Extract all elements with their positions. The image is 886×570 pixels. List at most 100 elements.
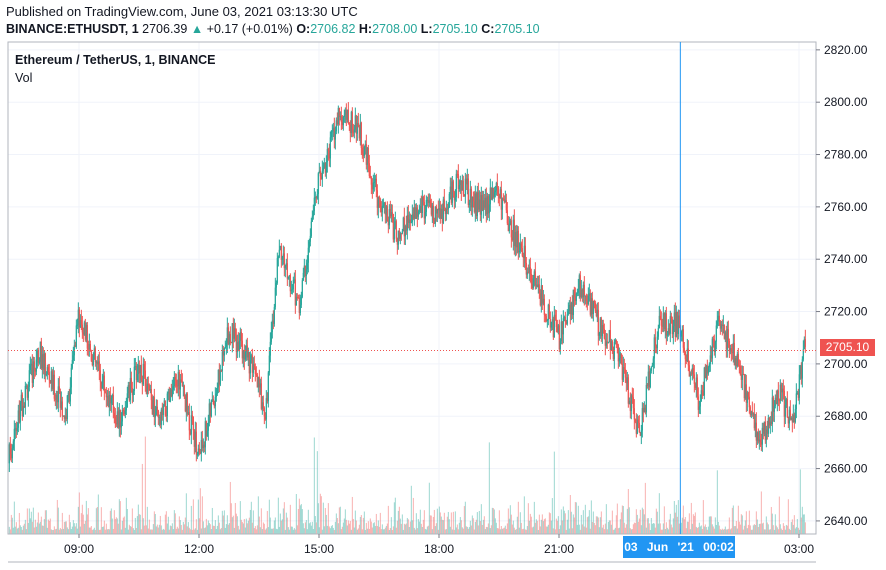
volume-bar: [352, 518, 354, 534]
volume-bar: [438, 506, 440, 534]
candle-body: [345, 109, 347, 120]
candle-body: [535, 284, 537, 286]
volume-bar: [92, 529, 94, 534]
candle-body: [745, 384, 747, 403]
volume-bar: [355, 520, 357, 534]
candle-body: [92, 355, 94, 366]
volume-bar: [513, 527, 515, 534]
candle-body: [58, 386, 60, 392]
series-legend-title[interactable]: Ethereum / TetherUS, 1, BINANCE: [15, 53, 216, 67]
candle-body: [194, 431, 196, 447]
volume-bar: [133, 529, 135, 534]
volume-bar: [766, 522, 768, 534]
volume-bar: [80, 513, 82, 534]
candle-body: [288, 275, 290, 277]
volume-bar: [405, 523, 407, 534]
volume-bar: [121, 520, 123, 534]
volume-bar: [71, 526, 73, 534]
candle-body: [687, 348, 689, 366]
candle-body: [140, 365, 142, 381]
volume-bar: [195, 519, 197, 534]
candle-body: [711, 338, 713, 359]
candle-body: [213, 404, 215, 407]
candle-body: [174, 377, 176, 380]
volume-bar: [300, 504, 302, 534]
candle-body: [307, 247, 309, 263]
volume-bar: [516, 516, 518, 534]
candle-body: [352, 132, 354, 134]
volume-legend[interactable]: Vol: [15, 71, 33, 85]
volume-bar: [793, 515, 795, 534]
volume-bar: [790, 522, 792, 534]
volume-bar: [406, 517, 408, 534]
candle-body: [530, 273, 532, 284]
high-label: H:: [358, 22, 373, 36]
volume-bar: [642, 509, 644, 534]
volume-bar: [37, 512, 39, 534]
last-price-tag: 2705.10: [820, 339, 875, 356]
volume-bar: [61, 512, 63, 534]
x-tick-label: 21:00: [544, 542, 574, 556]
y-tick-label: 2720.00: [824, 305, 868, 319]
candle-body: [305, 269, 307, 277]
volume-bar: [24, 519, 26, 534]
volume-bar: [547, 524, 549, 534]
volume-bar: [546, 526, 548, 534]
candle-body: [208, 403, 210, 423]
candle-body: [205, 421, 207, 437]
candle-body: [663, 313, 665, 330]
candle-body: [461, 180, 463, 191]
candle-body: [440, 209, 442, 219]
volume-bar: [690, 502, 692, 534]
volume-bar: [34, 519, 36, 534]
volume-bar: [76, 528, 78, 534]
volume-bar: [386, 523, 388, 534]
volume-bar: [43, 519, 45, 534]
candle-body: [46, 367, 48, 374]
symbol-label[interactable]: BINANCE:ETHUSDT, 1: [6, 22, 139, 36]
volume-bar: [174, 513, 176, 534]
candle-body: [193, 430, 195, 447]
candle-body: [127, 385, 129, 394]
volume-bar: [597, 517, 599, 534]
candle-body: [611, 341, 613, 348]
volume-bar: [32, 507, 34, 534]
candle-body: [382, 205, 384, 207]
volume-bar: [260, 508, 262, 534]
volume-bar: [257, 496, 259, 534]
volume-bar: [536, 520, 538, 534]
candle-body: [441, 209, 443, 224]
candle-body: [588, 293, 590, 296]
volume-bar: [747, 524, 749, 534]
volume-bar: [592, 511, 594, 534]
volume-bar: [332, 527, 334, 534]
plot-border: [7, 41, 817, 535]
candle-body: [328, 150, 330, 159]
volume-bar: [701, 528, 703, 534]
volume-bar: [775, 525, 777, 534]
volume-bar: [306, 529, 308, 534]
volume-bar: [794, 528, 796, 534]
candle-body: [85, 325, 87, 340]
volume-bar: [340, 529, 342, 534]
volume-bar: [752, 525, 754, 534]
volume-bar: [79, 526, 81, 534]
volume-bar: [204, 527, 206, 534]
volume-bar: [633, 522, 635, 534]
candle-body: [565, 321, 567, 324]
volume-bar: [350, 529, 352, 534]
candle-body: [12, 441, 14, 449]
volume-bar: [415, 513, 417, 534]
volume-bar: [128, 524, 130, 534]
volume-bar: [549, 513, 551, 534]
volume-bar: [317, 503, 319, 534]
candle-body: [579, 275, 581, 297]
candle-body: [490, 187, 492, 200]
candle-body: [276, 258, 278, 283]
volume-bar: [290, 526, 292, 534]
volume-bar: [781, 529, 783, 534]
candle-body: [184, 396, 186, 412]
candle-body: [103, 375, 105, 392]
volume-bar: [638, 518, 640, 534]
